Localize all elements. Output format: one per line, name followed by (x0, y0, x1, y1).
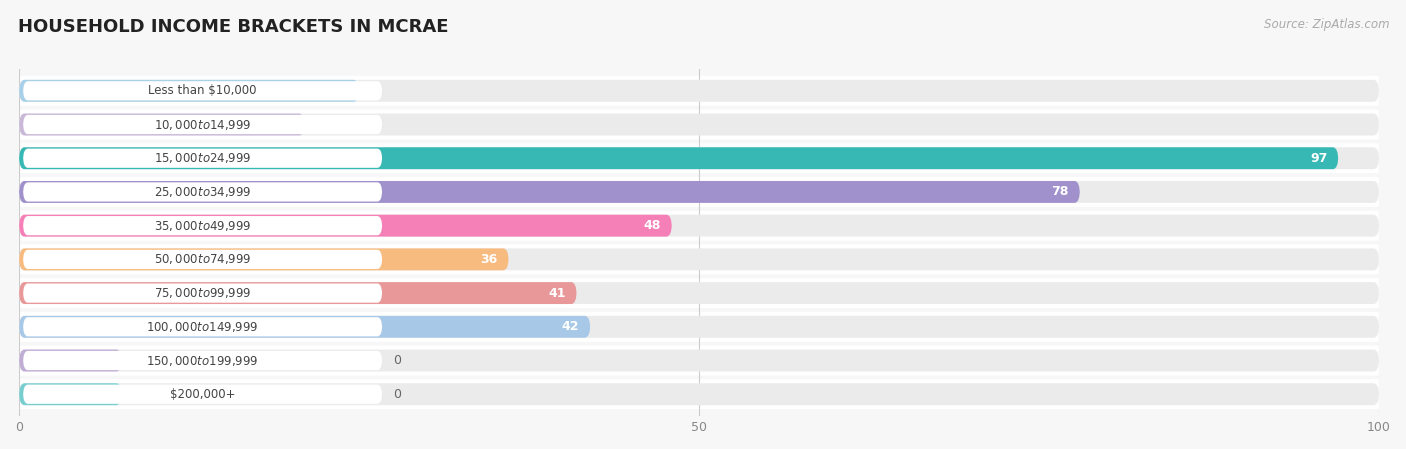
FancyBboxPatch shape (0, 211, 1406, 241)
FancyBboxPatch shape (20, 350, 122, 371)
FancyBboxPatch shape (20, 316, 591, 338)
FancyBboxPatch shape (20, 282, 1379, 304)
Text: $200,000+: $200,000+ (170, 388, 235, 401)
Text: 42: 42 (562, 320, 579, 333)
FancyBboxPatch shape (20, 282, 576, 304)
FancyBboxPatch shape (22, 115, 382, 134)
FancyBboxPatch shape (0, 278, 1406, 308)
Text: 48: 48 (644, 219, 661, 232)
FancyBboxPatch shape (0, 76, 1406, 106)
Text: HOUSEHOLD INCOME BRACKETS IN MCRAE: HOUSEHOLD INCOME BRACKETS IN MCRAE (18, 18, 449, 36)
FancyBboxPatch shape (20, 383, 122, 405)
FancyBboxPatch shape (22, 81, 382, 101)
FancyBboxPatch shape (20, 181, 1379, 203)
FancyBboxPatch shape (22, 216, 382, 235)
FancyBboxPatch shape (20, 215, 1379, 237)
Text: $150,000 to $199,999: $150,000 to $199,999 (146, 353, 259, 368)
Text: 21: 21 (276, 118, 294, 131)
FancyBboxPatch shape (20, 350, 1379, 371)
FancyBboxPatch shape (0, 110, 1406, 140)
Text: 25: 25 (330, 84, 349, 97)
Text: $25,000 to $34,999: $25,000 to $34,999 (153, 185, 252, 199)
FancyBboxPatch shape (0, 312, 1406, 342)
FancyBboxPatch shape (20, 147, 1339, 169)
Text: 0: 0 (394, 388, 401, 401)
Text: Less than $10,000: Less than $10,000 (149, 84, 257, 97)
Text: $100,000 to $149,999: $100,000 to $149,999 (146, 320, 259, 334)
FancyBboxPatch shape (22, 385, 382, 404)
FancyBboxPatch shape (20, 147, 1379, 169)
FancyBboxPatch shape (20, 248, 1379, 270)
FancyBboxPatch shape (20, 383, 1379, 405)
FancyBboxPatch shape (20, 316, 1379, 338)
FancyBboxPatch shape (0, 379, 1406, 409)
FancyBboxPatch shape (20, 181, 1080, 203)
FancyBboxPatch shape (20, 114, 305, 136)
FancyBboxPatch shape (22, 149, 382, 168)
FancyBboxPatch shape (20, 114, 1379, 136)
FancyBboxPatch shape (20, 80, 1379, 102)
Text: 41: 41 (548, 286, 565, 299)
FancyBboxPatch shape (22, 317, 382, 336)
FancyBboxPatch shape (22, 182, 382, 202)
FancyBboxPatch shape (20, 80, 359, 102)
Text: 0: 0 (394, 354, 401, 367)
FancyBboxPatch shape (22, 283, 382, 303)
FancyBboxPatch shape (0, 244, 1406, 274)
FancyBboxPatch shape (0, 346, 1406, 375)
FancyBboxPatch shape (22, 250, 382, 269)
FancyBboxPatch shape (22, 351, 382, 370)
FancyBboxPatch shape (20, 215, 672, 237)
FancyBboxPatch shape (0, 177, 1406, 207)
Text: $75,000 to $99,999: $75,000 to $99,999 (153, 286, 252, 300)
Text: $15,000 to $24,999: $15,000 to $24,999 (153, 151, 252, 165)
Text: $10,000 to $14,999: $10,000 to $14,999 (153, 118, 252, 132)
FancyBboxPatch shape (20, 248, 509, 270)
Text: $50,000 to $74,999: $50,000 to $74,999 (153, 252, 252, 266)
Text: $35,000 to $49,999: $35,000 to $49,999 (153, 219, 252, 233)
Text: 36: 36 (481, 253, 498, 266)
Text: Source: ZipAtlas.com: Source: ZipAtlas.com (1264, 18, 1389, 31)
Text: 78: 78 (1052, 185, 1069, 198)
Text: 97: 97 (1310, 152, 1327, 165)
FancyBboxPatch shape (0, 143, 1406, 173)
